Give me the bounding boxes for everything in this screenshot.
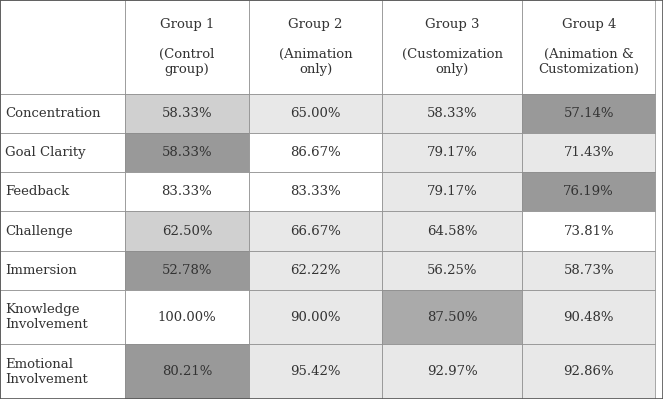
Text: Group 4

(Animation &
Customization): Group 4 (Animation & Customization) xyxy=(538,18,639,76)
Bar xyxy=(382,251,522,290)
Bar xyxy=(522,0,655,94)
Text: 58.33%: 58.33% xyxy=(162,146,212,159)
Bar xyxy=(125,172,249,211)
Text: Immersion: Immersion xyxy=(5,264,77,277)
Bar xyxy=(0,251,125,290)
Bar xyxy=(522,344,655,399)
Bar xyxy=(382,290,522,344)
Text: 87.50%: 87.50% xyxy=(427,311,477,324)
Bar xyxy=(0,0,125,94)
Bar xyxy=(0,344,125,399)
Text: 71.43%: 71.43% xyxy=(564,146,614,159)
Text: 66.67%: 66.67% xyxy=(290,225,341,237)
Bar xyxy=(522,211,655,251)
Text: 58.33%: 58.33% xyxy=(427,107,477,120)
Text: Knowledge
Involvement: Knowledge Involvement xyxy=(5,303,88,331)
Bar xyxy=(125,344,249,399)
Bar xyxy=(0,133,125,172)
Bar xyxy=(125,94,249,133)
Bar xyxy=(249,94,382,133)
Bar xyxy=(522,133,655,172)
Bar xyxy=(125,133,249,172)
Text: Emotional
Involvement: Emotional Involvement xyxy=(5,358,88,386)
Bar xyxy=(522,290,655,344)
Text: 90.48%: 90.48% xyxy=(564,311,614,324)
Bar xyxy=(382,211,522,251)
Text: 83.33%: 83.33% xyxy=(162,185,212,198)
Text: 56.25%: 56.25% xyxy=(427,264,477,277)
Bar xyxy=(249,251,382,290)
Text: Group 2

(Animation
only): Group 2 (Animation only) xyxy=(278,18,353,76)
Bar xyxy=(249,290,382,344)
Text: Group 3

(Customization
only): Group 3 (Customization only) xyxy=(402,18,503,76)
Bar xyxy=(0,290,125,344)
Text: 57.14%: 57.14% xyxy=(564,107,614,120)
Text: 58.73%: 58.73% xyxy=(564,264,614,277)
Bar xyxy=(0,211,125,251)
Text: 64.58%: 64.58% xyxy=(427,225,477,237)
Text: 80.21%: 80.21% xyxy=(162,365,212,378)
Text: 76.19%: 76.19% xyxy=(564,185,614,198)
Bar xyxy=(522,251,655,290)
Text: 83.33%: 83.33% xyxy=(290,185,341,198)
Text: 58.33%: 58.33% xyxy=(162,107,212,120)
Text: 65.00%: 65.00% xyxy=(290,107,341,120)
Bar xyxy=(522,94,655,133)
Text: 86.67%: 86.67% xyxy=(290,146,341,159)
Text: 95.42%: 95.42% xyxy=(290,365,341,378)
Bar xyxy=(249,211,382,251)
Bar xyxy=(249,172,382,211)
Text: 62.50%: 62.50% xyxy=(162,225,212,237)
Bar xyxy=(382,172,522,211)
Bar xyxy=(125,251,249,290)
Text: 79.17%: 79.17% xyxy=(427,146,477,159)
Bar xyxy=(249,0,382,94)
Text: Goal Clarity: Goal Clarity xyxy=(5,146,86,159)
Text: 92.97%: 92.97% xyxy=(427,365,477,378)
Text: 62.22%: 62.22% xyxy=(290,264,341,277)
Text: 79.17%: 79.17% xyxy=(427,185,477,198)
Bar xyxy=(125,0,249,94)
Bar xyxy=(0,94,125,133)
Text: Group 1

(Control
group): Group 1 (Control group) xyxy=(159,18,215,76)
Text: Feedback: Feedback xyxy=(5,185,70,198)
Text: 100.00%: 100.00% xyxy=(158,311,216,324)
Text: 90.00%: 90.00% xyxy=(290,311,341,324)
Bar xyxy=(0,172,125,211)
Text: 92.86%: 92.86% xyxy=(564,365,614,378)
Bar xyxy=(382,133,522,172)
Bar xyxy=(382,94,522,133)
Bar xyxy=(382,344,522,399)
Bar xyxy=(125,211,249,251)
Bar xyxy=(249,344,382,399)
Text: 52.78%: 52.78% xyxy=(162,264,212,277)
Bar xyxy=(249,133,382,172)
Text: 73.81%: 73.81% xyxy=(564,225,614,237)
Bar xyxy=(522,172,655,211)
Bar xyxy=(125,290,249,344)
Text: Concentration: Concentration xyxy=(5,107,101,120)
Text: Challenge: Challenge xyxy=(5,225,73,237)
Bar xyxy=(382,0,522,94)
